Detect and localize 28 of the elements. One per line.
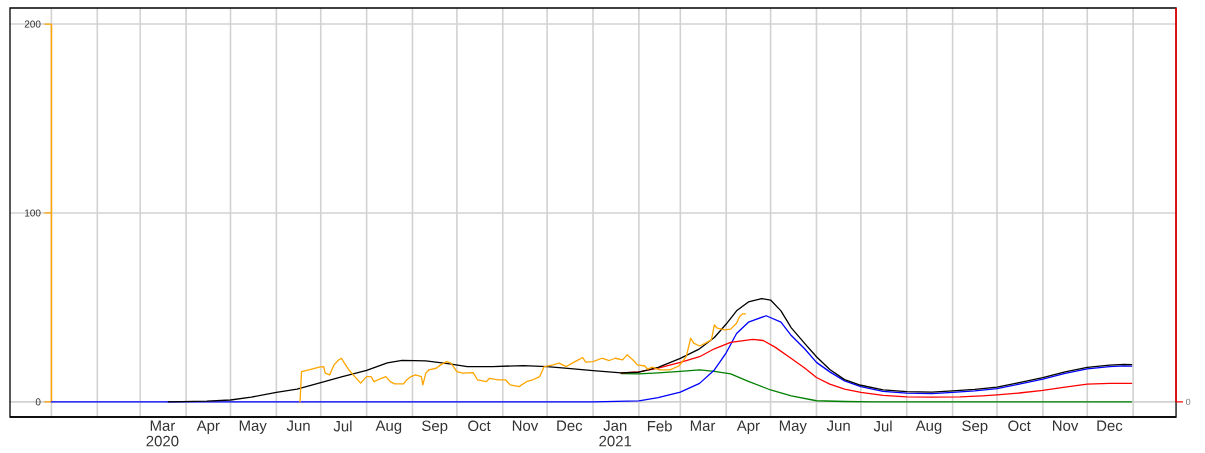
x-tick-label: Feb — [647, 420, 672, 432]
x-tick-label: Sep — [422, 420, 448, 435]
x-tick-label: Nov — [1053, 420, 1079, 431]
x-tick-label: Aug — [375, 420, 402, 434]
x-tick-label: Jun — [286, 420, 310, 431]
x-tick-label: Jul — [333, 420, 352, 432]
x-tick-label: Apr — [736, 420, 760, 434]
line-series — [299, 313, 747, 403]
y-tick-label: 0 — [35, 398, 41, 406]
x-tick-label: Dec — [1097, 420, 1123, 431]
x-tick-label: Nov — [512, 420, 539, 431]
x-tick-label: Mar — [690, 420, 716, 431]
y-tick-label: 100 — [25, 209, 41, 217]
text: 0 — [1185, 398, 1191, 406]
x-tick-label: Oct — [1008, 420, 1031, 432]
x-tick-label: Oct — [468, 420, 491, 432]
line-series — [167, 297, 1133, 403]
x-tick-label: Mar 2020 — [146, 420, 179, 447]
y-tick-label: 200 — [24, 20, 41, 28]
x-tick-label: Jan 2021 — [599, 420, 632, 447]
x-tick-label: May — [779, 420, 807, 434]
x-tick-label: May — [239, 420, 267, 434]
x-tick-label: Jun — [826, 420, 850, 431]
x-tick-label: Jul — [873, 420, 892, 432]
x-tick-label: Dec — [557, 420, 583, 431]
x-tick-label: Aug — [915, 420, 942, 434]
x-tick-label: Sep — [962, 420, 988, 435]
x-tick-label: Apr — [196, 420, 220, 434]
